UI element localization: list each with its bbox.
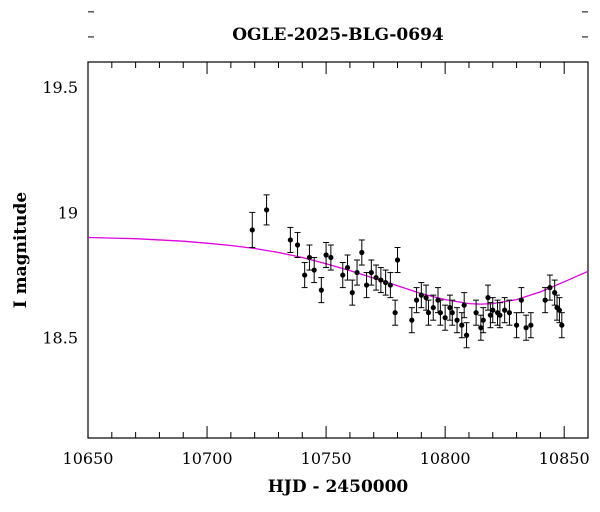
data-point bbox=[528, 322, 534, 328]
data-point bbox=[311, 267, 317, 273]
data-point bbox=[387, 282, 393, 288]
y-axis-label: I magnitude bbox=[11, 192, 31, 309]
y-tick-label: 19 bbox=[58, 203, 78, 222]
data-point bbox=[518, 297, 524, 303]
data-point bbox=[430, 305, 436, 311]
y-tick-label: 18.5 bbox=[42, 329, 78, 348]
x-tick-label: 10700 bbox=[182, 449, 233, 468]
data-point bbox=[383, 279, 389, 286]
data-point bbox=[263, 207, 270, 213]
data-point bbox=[394, 257, 401, 263]
data-point bbox=[542, 297, 548, 303]
data-point bbox=[463, 332, 470, 338]
data-point bbox=[459, 322, 465, 328]
x-tick-label: 10850 bbox=[539, 449, 590, 468]
chart-title: OGLE-2025-BLG-0694 bbox=[232, 25, 444, 45]
data-point bbox=[552, 290, 558, 296]
data-point bbox=[294, 242, 301, 248]
data-point bbox=[423, 295, 429, 301]
data-point bbox=[447, 305, 453, 311]
data-point bbox=[302, 272, 308, 278]
data-point bbox=[506, 310, 513, 316]
x-tick-label: 10800 bbox=[420, 449, 471, 468]
data-point bbox=[556, 307, 563, 313]
data-point bbox=[363, 282, 370, 288]
data-point bbox=[287, 237, 293, 243]
axis-tick-labels: 10650 10700 10750 10800 10850 18.5 19 19.5 bbox=[42, 78, 589, 468]
data-points bbox=[249, 194, 565, 349]
axis-ticks bbox=[87, 11, 589, 438]
data-point bbox=[547, 285, 553, 291]
data-point bbox=[523, 325, 529, 331]
data-point bbox=[442, 315, 448, 321]
data-point bbox=[461, 302, 467, 308]
x-axis-label: HJD - 2450000 bbox=[268, 477, 409, 497]
data-point bbox=[354, 269, 360, 276]
data-point bbox=[487, 312, 493, 318]
data-point bbox=[409, 317, 415, 323]
x-tick-label: 10750 bbox=[301, 449, 352, 468]
data-point bbox=[485, 295, 491, 301]
data-point bbox=[373, 274, 379, 281]
data-point bbox=[306, 254, 313, 261]
data-point bbox=[392, 310, 398, 316]
data-point bbox=[425, 310, 432, 316]
data-point bbox=[437, 310, 443, 316]
data-point bbox=[497, 312, 503, 318]
data-point bbox=[359, 249, 365, 256]
data-point bbox=[480, 317, 486, 323]
data-point bbox=[418, 292, 424, 298]
x-tick-label: 10650 bbox=[63, 449, 114, 468]
data-point bbox=[340, 272, 346, 278]
data-point bbox=[249, 227, 255, 233]
plot-frame bbox=[87, 61, 589, 439]
data-point bbox=[323, 252, 329, 258]
data-point bbox=[559, 322, 565, 328]
data-point bbox=[318, 287, 324, 293]
data-point bbox=[413, 297, 420, 303]
data-point bbox=[368, 269, 374, 276]
data-point bbox=[344, 264, 351, 271]
data-point bbox=[454, 317, 460, 323]
data-point bbox=[449, 310, 455, 316]
y-tick-label: 19.5 bbox=[42, 78, 78, 97]
data-point bbox=[478, 325, 484, 331]
data-point bbox=[378, 277, 384, 283]
model-curve bbox=[87, 236, 589, 305]
data-point bbox=[513, 322, 520, 328]
data-point bbox=[502, 307, 508, 313]
data-point bbox=[349, 290, 355, 296]
data-point bbox=[490, 307, 496, 313]
data-point bbox=[473, 310, 479, 316]
data-point bbox=[328, 254, 334, 261]
